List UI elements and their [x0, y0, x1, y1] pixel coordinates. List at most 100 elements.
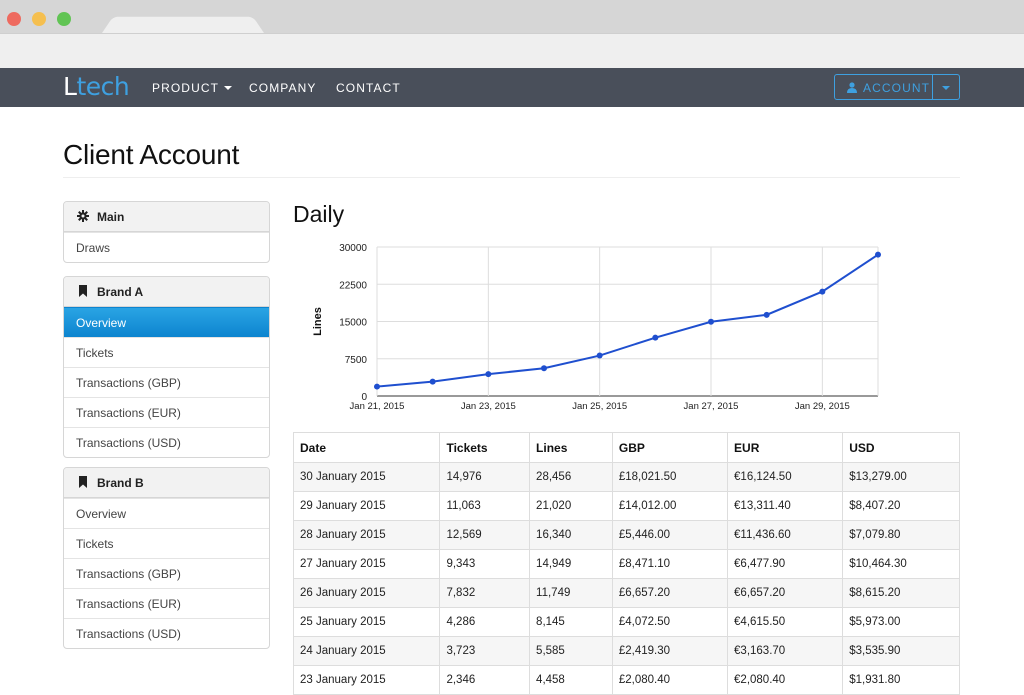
table-cell: £5,446.00 — [611, 520, 729, 550]
account-dropdown-toggle[interactable] — [933, 74, 960, 100]
x-tick-label: Jan 23, 2015 — [461, 401, 516, 412]
table-cell: $8,615.20 — [842, 578, 960, 608]
panel-title: Brand A — [97, 285, 144, 299]
sidebar-item-transactions-usd[interactable]: Transactions (USD) — [64, 427, 269, 457]
table-cell: 8,145 — [529, 607, 613, 637]
table-cell: £8,471.10 — [611, 549, 729, 579]
data-point — [652, 334, 659, 341]
daily-data-table: Date Tickets Lines GBP EUR USD 30 January 201… — [292, 432, 960, 695]
table-cell: $8,407.20 — [842, 491, 960, 521]
bookmark-icon — [79, 476, 87, 488]
table-cell: £14,012.00 — [611, 491, 729, 521]
maximize-window-button[interactable] — [57, 12, 71, 26]
nav-contact-label: CONTACT — [336, 81, 401, 95]
panel-heading: Brand A — [64, 277, 269, 307]
table-cell: 4,458 — [529, 665, 613, 695]
panel-heading: Brand B — [64, 468, 269, 498]
table-row: 28 January 2015 12,569 16,340 £5,446.00 €11,… — [292, 520, 960, 550]
data-point — [374, 383, 380, 390]
sidebar-panel-brand-b: Brand B Overview Tickets Transactions (G… — [63, 467, 270, 649]
table-header-row: Date Tickets Lines GBP EUR USD — [292, 432, 960, 463]
page-title: Client Account — [63, 139, 240, 170]
data-point — [485, 371, 492, 378]
nav-company[interactable]: COMPANY — [249, 81, 316, 95]
sidebar-item-draws[interactable]: Draws — [64, 232, 269, 262]
y-axis-label: Lines — [312, 307, 324, 336]
sidebar-item-label: Transactions (USD) — [76, 627, 181, 641]
sidebar-item-label: Transactions (USD) — [76, 436, 181, 450]
sidebar-panel-brand-a: Brand A Overview Tickets Transactions (G… — [63, 276, 270, 458]
browser-toolbar — [0, 33, 1024, 69]
table-cell: 27 January 2015 — [292, 549, 441, 579]
column-header: EUR — [727, 432, 844, 463]
table-row: 30 January 2015 14,976 28,456 £18,021.50 €16… — [292, 462, 960, 492]
sidebar-item-label: Transactions (GBP) — [76, 567, 181, 581]
sidebar-item-transactions-eur[interactable]: Transactions (EUR) — [64, 588, 269, 618]
table-row: 23 January 2015 2,346 4,458 £2,080.40 €2,080… — [292, 665, 960, 695]
sidebar-item-label: Transactions (EUR) — [76, 597, 181, 611]
table-cell: €4,615.50 — [727, 607, 844, 637]
sidebar-item-transactions-gbp[interactable]: Transactions (GBP) — [64, 367, 269, 397]
table-cell: 11,749 — [529, 578, 613, 608]
table-cell: 4,286 — [439, 607, 531, 637]
x-tick-label: Jan 21, 2015 — [350, 401, 405, 412]
table-cell: 14,976 — [439, 462, 531, 492]
table-cell: $5,973.00 — [842, 607, 960, 637]
table-cell: 14,949 — [529, 549, 613, 579]
minimize-window-button[interactable] — [32, 12, 46, 26]
table-cell: €13,311.40 — [727, 491, 844, 521]
table-cell: 11,063 — [439, 491, 531, 521]
data-point — [763, 311, 770, 318]
brand-logo-first: L — [63, 72, 77, 101]
table-cell: 7,832 — [439, 578, 531, 608]
data-point — [708, 318, 714, 325]
y-tick-label: 15000 — [339, 318, 367, 329]
sidebar-item-label: Overview — [76, 507, 127, 521]
sidebar-item-transactions-eur[interactable]: Transactions (EUR) — [64, 397, 269, 427]
data-point — [875, 251, 881, 258]
navbar: Ltech PRODUCT COMPANY CONTACT ACCOUNT — [0, 68, 1024, 107]
sidebar-item-label: Transactions (GBP) — [76, 376, 181, 390]
sidebar-item-label: Draws — [76, 241, 111, 255]
data-point — [596, 352, 603, 359]
sidebar-item-label: Overview — [76, 316, 127, 330]
table-cell: $7,079.80 — [842, 520, 960, 550]
table-cell: 3,723 — [439, 636, 531, 666]
table-cell: 30 January 2015 — [292, 462, 441, 492]
sidebar-item-overview[interactable]: Overview — [64, 498, 269, 528]
sidebar-item-tickets[interactable]: Tickets — [64, 337, 269, 367]
nav-company-label: COMPANY — [249, 81, 317, 95]
x-tick-label: Jan 25, 2015 — [572, 401, 627, 412]
table-cell: 28,456 — [529, 462, 613, 492]
column-header: USD — [842, 432, 960, 463]
gear-icon — [77, 210, 89, 222]
sidebar-item-label: Tickets — [76, 346, 114, 360]
sidebar-item-transactions-gbp[interactable]: Transactions (GBP) — [64, 558, 269, 588]
y-tick-label: 0 — [361, 392, 367, 403]
table-cell: $1,931.80 — [842, 665, 960, 695]
table-row: 25 January 2015 4,286 8,145 £4,072.50 €4,615… — [292, 607, 960, 637]
sidebar-item-tickets[interactable]: Tickets — [64, 528, 269, 558]
table-cell: £6,657.20 — [611, 578, 729, 608]
close-window-button[interactable] — [7, 12, 21, 26]
table-cell: €6,477.90 — [727, 549, 844, 579]
sidebar-item-label: Transactions (EUR) — [76, 406, 181, 420]
column-header: Tickets — [439, 432, 531, 463]
panel-heading: Main — [64, 202, 269, 232]
user-icon — [847, 82, 857, 93]
nav-contact[interactable]: CONTACT — [336, 81, 401, 95]
brand-logo[interactable]: Ltech — [63, 72, 130, 101]
table-cell: $13,279.00 — [842, 462, 960, 492]
nav-product[interactable]: PRODUCT — [152, 81, 233, 95]
data-point — [429, 378, 436, 385]
table-cell: £2,080.40 — [611, 665, 729, 695]
sidebar-item-overview[interactable]: Overview — [64, 307, 269, 337]
sidebar-item-transactions-usd[interactable]: Transactions (USD) — [64, 618, 269, 648]
account-button[interactable]: ACCOUNT — [834, 74, 933, 100]
table-cell: €6,657.20 — [727, 578, 844, 608]
title-divider — [63, 177, 960, 178]
table-cell: €3,163.70 — [727, 636, 844, 666]
table-cell: 12,569 — [439, 520, 531, 550]
column-header: Date — [292, 432, 441, 463]
table-cell: $3,535.90 — [842, 636, 960, 666]
